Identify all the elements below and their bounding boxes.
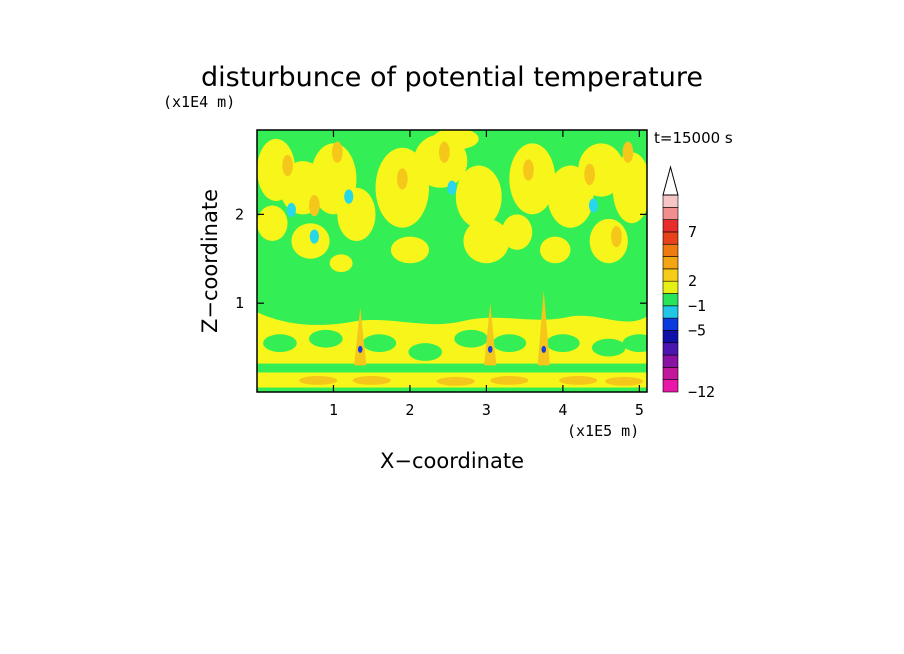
x-tick-label: 5: [635, 401, 644, 419]
low-green-strip: [257, 363, 647, 373]
field-gap: [362, 334, 397, 353]
positive-patch: [352, 376, 391, 385]
positive-core: [584, 163, 595, 186]
field-contours: [257, 130, 647, 392]
upper-positive-region: [455, 165, 502, 228]
plot-frame: [256, 129, 648, 393]
field-gap: [622, 334, 647, 353]
y-tick-label: 1: [235, 294, 244, 312]
x-tick-label: 2: [405, 401, 414, 419]
x-tick-label: 4: [558, 401, 567, 419]
negative-core: [344, 189, 354, 204]
positive-core: [331, 141, 343, 163]
colorbar-label: −12: [688, 383, 715, 401]
colorbar-segment: [662, 317, 679, 331]
upper-positive-region: [329, 254, 353, 273]
colorbar-label: −1: [688, 297, 706, 315]
y-unit-label: (x1E4 m): [163, 93, 235, 111]
bottom-green-strip: [257, 387, 647, 392]
plume: [354, 307, 367, 366]
colorbar: −12−5−127: [662, 165, 715, 401]
time-label: t=15000 s: [654, 129, 733, 147]
positive-patch: [299, 376, 338, 385]
x-unit-label: (x1E5 m): [567, 422, 639, 440]
colorbar-segment: [662, 305, 679, 319]
colorbar-segment: [662, 243, 679, 257]
negative-core: [309, 229, 319, 244]
field-gap: [454, 329, 488, 348]
colorbar-segment: [662, 268, 679, 282]
upper-positive-region: [390, 236, 430, 264]
positive-core: [282, 154, 293, 177]
upper-positive-region: [612, 152, 647, 224]
colorbar-segment: [662, 207, 679, 220]
field-gap: [309, 329, 343, 348]
upper-positive-region: [337, 187, 376, 242]
colorbar-segment: [662, 379, 679, 393]
chart-title: disturbunce of potential temperature: [201, 62, 703, 93]
positive-core: [523, 159, 534, 181]
upper-positive-region: [291, 223, 330, 259]
positive-core: [396, 168, 408, 190]
colorbar-segment: [662, 367, 679, 380]
y-tick-label: 2: [235, 205, 244, 223]
upper-positive-region: [589, 218, 628, 264]
plume: [484, 303, 497, 366]
upper-positive-region: [432, 130, 479, 150]
colorbar-segment: [662, 194, 679, 208]
positive-core: [309, 194, 320, 217]
colorbar-segment: [662, 231, 679, 245]
x-tick-label: 3: [482, 401, 491, 419]
colorbar-segment: [662, 354, 679, 368]
y-axis-label: Z−coordinate: [198, 189, 222, 333]
heatmap-field: [257, 130, 647, 392]
positive-patch: [490, 376, 529, 385]
plume-core: [541, 345, 547, 353]
colorbar-label: 2: [688, 272, 697, 290]
field-gap: [263, 334, 297, 353]
x-tick-label: 1: [329, 401, 338, 419]
upper-positive-region: [463, 218, 510, 264]
field-gap: [591, 338, 626, 357]
colorbar-segment: [662, 256, 679, 270]
upper-positive-region: [257, 205, 288, 242]
positive-patch: [436, 376, 475, 386]
plume: [537, 289, 550, 366]
upper-positive-region: [509, 143, 556, 215]
negative-core: [447, 180, 457, 195]
negative-core: [286, 202, 297, 218]
upper-positive-region: [501, 214, 533, 250]
colorbar-segment: [662, 342, 679, 356]
positive-core: [611, 225, 622, 248]
positive-core: [622, 141, 634, 163]
negative-core: [588, 198, 599, 213]
colorbar-label: −5: [688, 321, 706, 339]
colorbar-segment: [662, 330, 679, 344]
colorbar-segment: [662, 219, 679, 233]
field-gap: [408, 343, 443, 361]
field-gap: [492, 334, 527, 353]
colorbar-segment: [662, 280, 679, 294]
positive-patch: [559, 376, 598, 385]
colorbar-segment: [662, 293, 679, 307]
plume-core: [357, 345, 363, 353]
field-gap: [546, 334, 580, 353]
positive-patch: [604, 376, 644, 386]
axes: 1 2 3 4 5 1 2: [235, 130, 647, 419]
positive-core: [439, 141, 450, 163]
colorbar-label: 7: [688, 223, 697, 241]
colorbar-extend-arrow: [662, 165, 679, 196]
plume-core: [487, 345, 493, 353]
x-axis-label: X−coordinate: [380, 449, 524, 473]
upper-positive-region: [539, 236, 571, 264]
